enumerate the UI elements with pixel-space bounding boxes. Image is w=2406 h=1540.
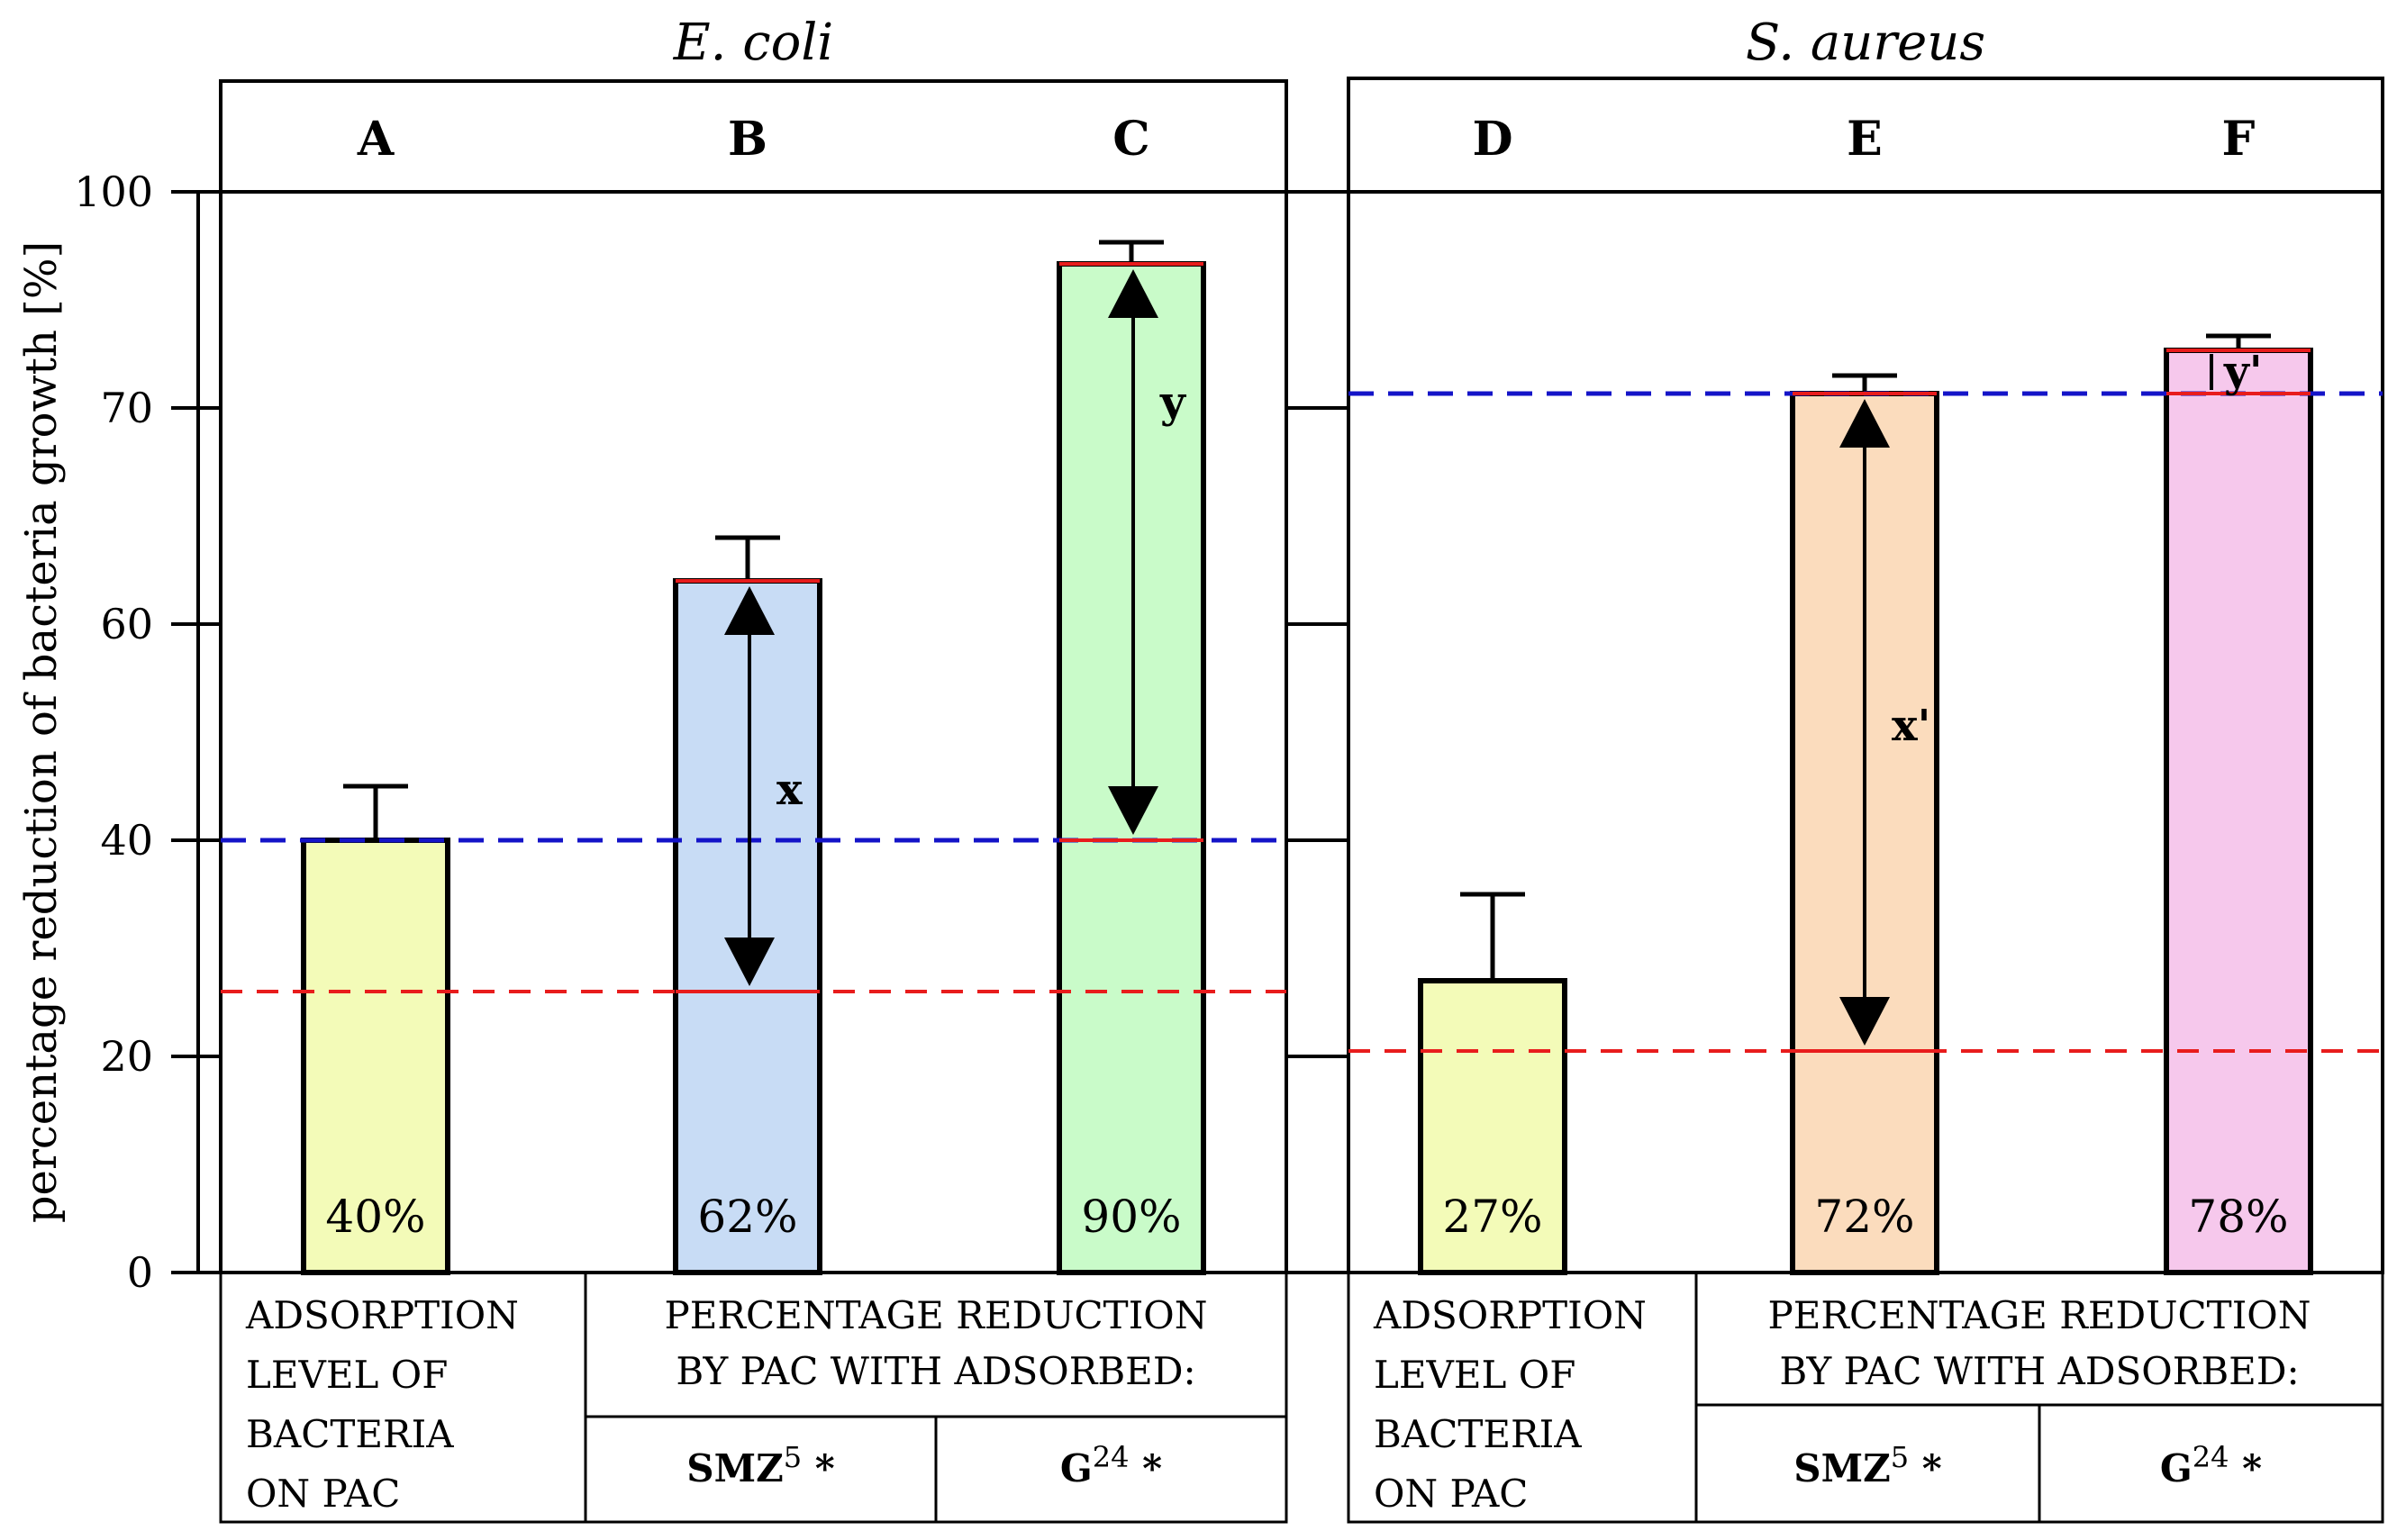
bar xyxy=(2164,348,2313,1275)
caption-reduction-line: BY PAC WITH ADSORBED: xyxy=(1779,1349,2299,1393)
caption-compound-label: G24 * xyxy=(1060,1440,1162,1490)
bar-value-label: 40% xyxy=(325,1191,425,1243)
bar xyxy=(1418,978,1567,1275)
y-tick-label: 0 xyxy=(127,1248,153,1297)
y-tick-label: 70 xyxy=(100,384,153,432)
caption-adsorption-line: ON PAC xyxy=(1374,1472,1528,1516)
arrow-head-up xyxy=(1839,399,1890,448)
caption-table xyxy=(1347,1271,2384,1524)
arrow-head-up xyxy=(724,586,775,635)
bar-value-label: 72% xyxy=(1814,1191,1914,1243)
arrow-head-up xyxy=(1108,269,1158,318)
caption-reduction-line: BY PAC WITH ADSORBED: xyxy=(676,1349,1195,1393)
arrow-label: x xyxy=(776,765,803,815)
category-label: D xyxy=(1472,112,1512,167)
category-label: F xyxy=(2222,112,2256,167)
panel-title: E. coli xyxy=(673,14,833,72)
arrow-head-down xyxy=(1839,997,1890,1046)
arrow-label: y xyxy=(1159,377,1187,428)
caption-compound-label: G24 * xyxy=(2160,1440,2262,1490)
caption-reduction-line: PERCENTAGE REDUCTION xyxy=(665,1293,1208,1337)
bar-value-label: 90% xyxy=(1081,1191,1181,1243)
caption-adsorption-line: ON PAC xyxy=(246,1472,400,1516)
arrow-label: y' xyxy=(2223,347,2263,397)
bar-value-label: 78% xyxy=(2188,1191,2288,1243)
caption-adsorption-line: LEVEL OF xyxy=(1374,1353,1575,1397)
caption-adsorption-line: BACTERIA xyxy=(1374,1412,1582,1456)
caption-compound-label: SMZ5 * xyxy=(686,1440,834,1490)
arrow-head-down xyxy=(724,938,775,986)
y-tick-label: 100 xyxy=(74,168,153,216)
category-label: C xyxy=(1112,112,1149,167)
y-axis-label: percentage reduction of bacteria growth … xyxy=(16,241,67,1223)
category-label: B xyxy=(728,112,767,167)
arrow-head-down xyxy=(1108,786,1158,835)
y-tick-label: 40 xyxy=(100,816,153,865)
caption-adsorption-line: BACTERIA xyxy=(246,1412,454,1456)
category-label: A xyxy=(357,112,395,167)
arrow-label: x' xyxy=(1892,701,1930,751)
caption-table xyxy=(219,1271,1288,1524)
caption-compound-label: SMZ5 * xyxy=(1793,1440,1941,1490)
caption-adsorption-line: ADSORPTION xyxy=(245,1293,519,1337)
category-label: E xyxy=(1847,112,1883,167)
y-tick-label: 20 xyxy=(100,1032,153,1081)
caption-reduction-line: PERCENTAGE REDUCTION xyxy=(1768,1293,2311,1337)
y-tick-label: 60 xyxy=(100,600,153,648)
caption-adsorption-line: LEVEL OF xyxy=(246,1353,448,1397)
panel-title: S. aureus xyxy=(1746,14,1985,72)
bar-value-label: 27% xyxy=(1442,1191,1542,1243)
caption-adsorption-line: ADSORPTION xyxy=(1373,1293,1647,1337)
bar xyxy=(301,838,450,1275)
bar-value-label: 62% xyxy=(697,1191,797,1243)
